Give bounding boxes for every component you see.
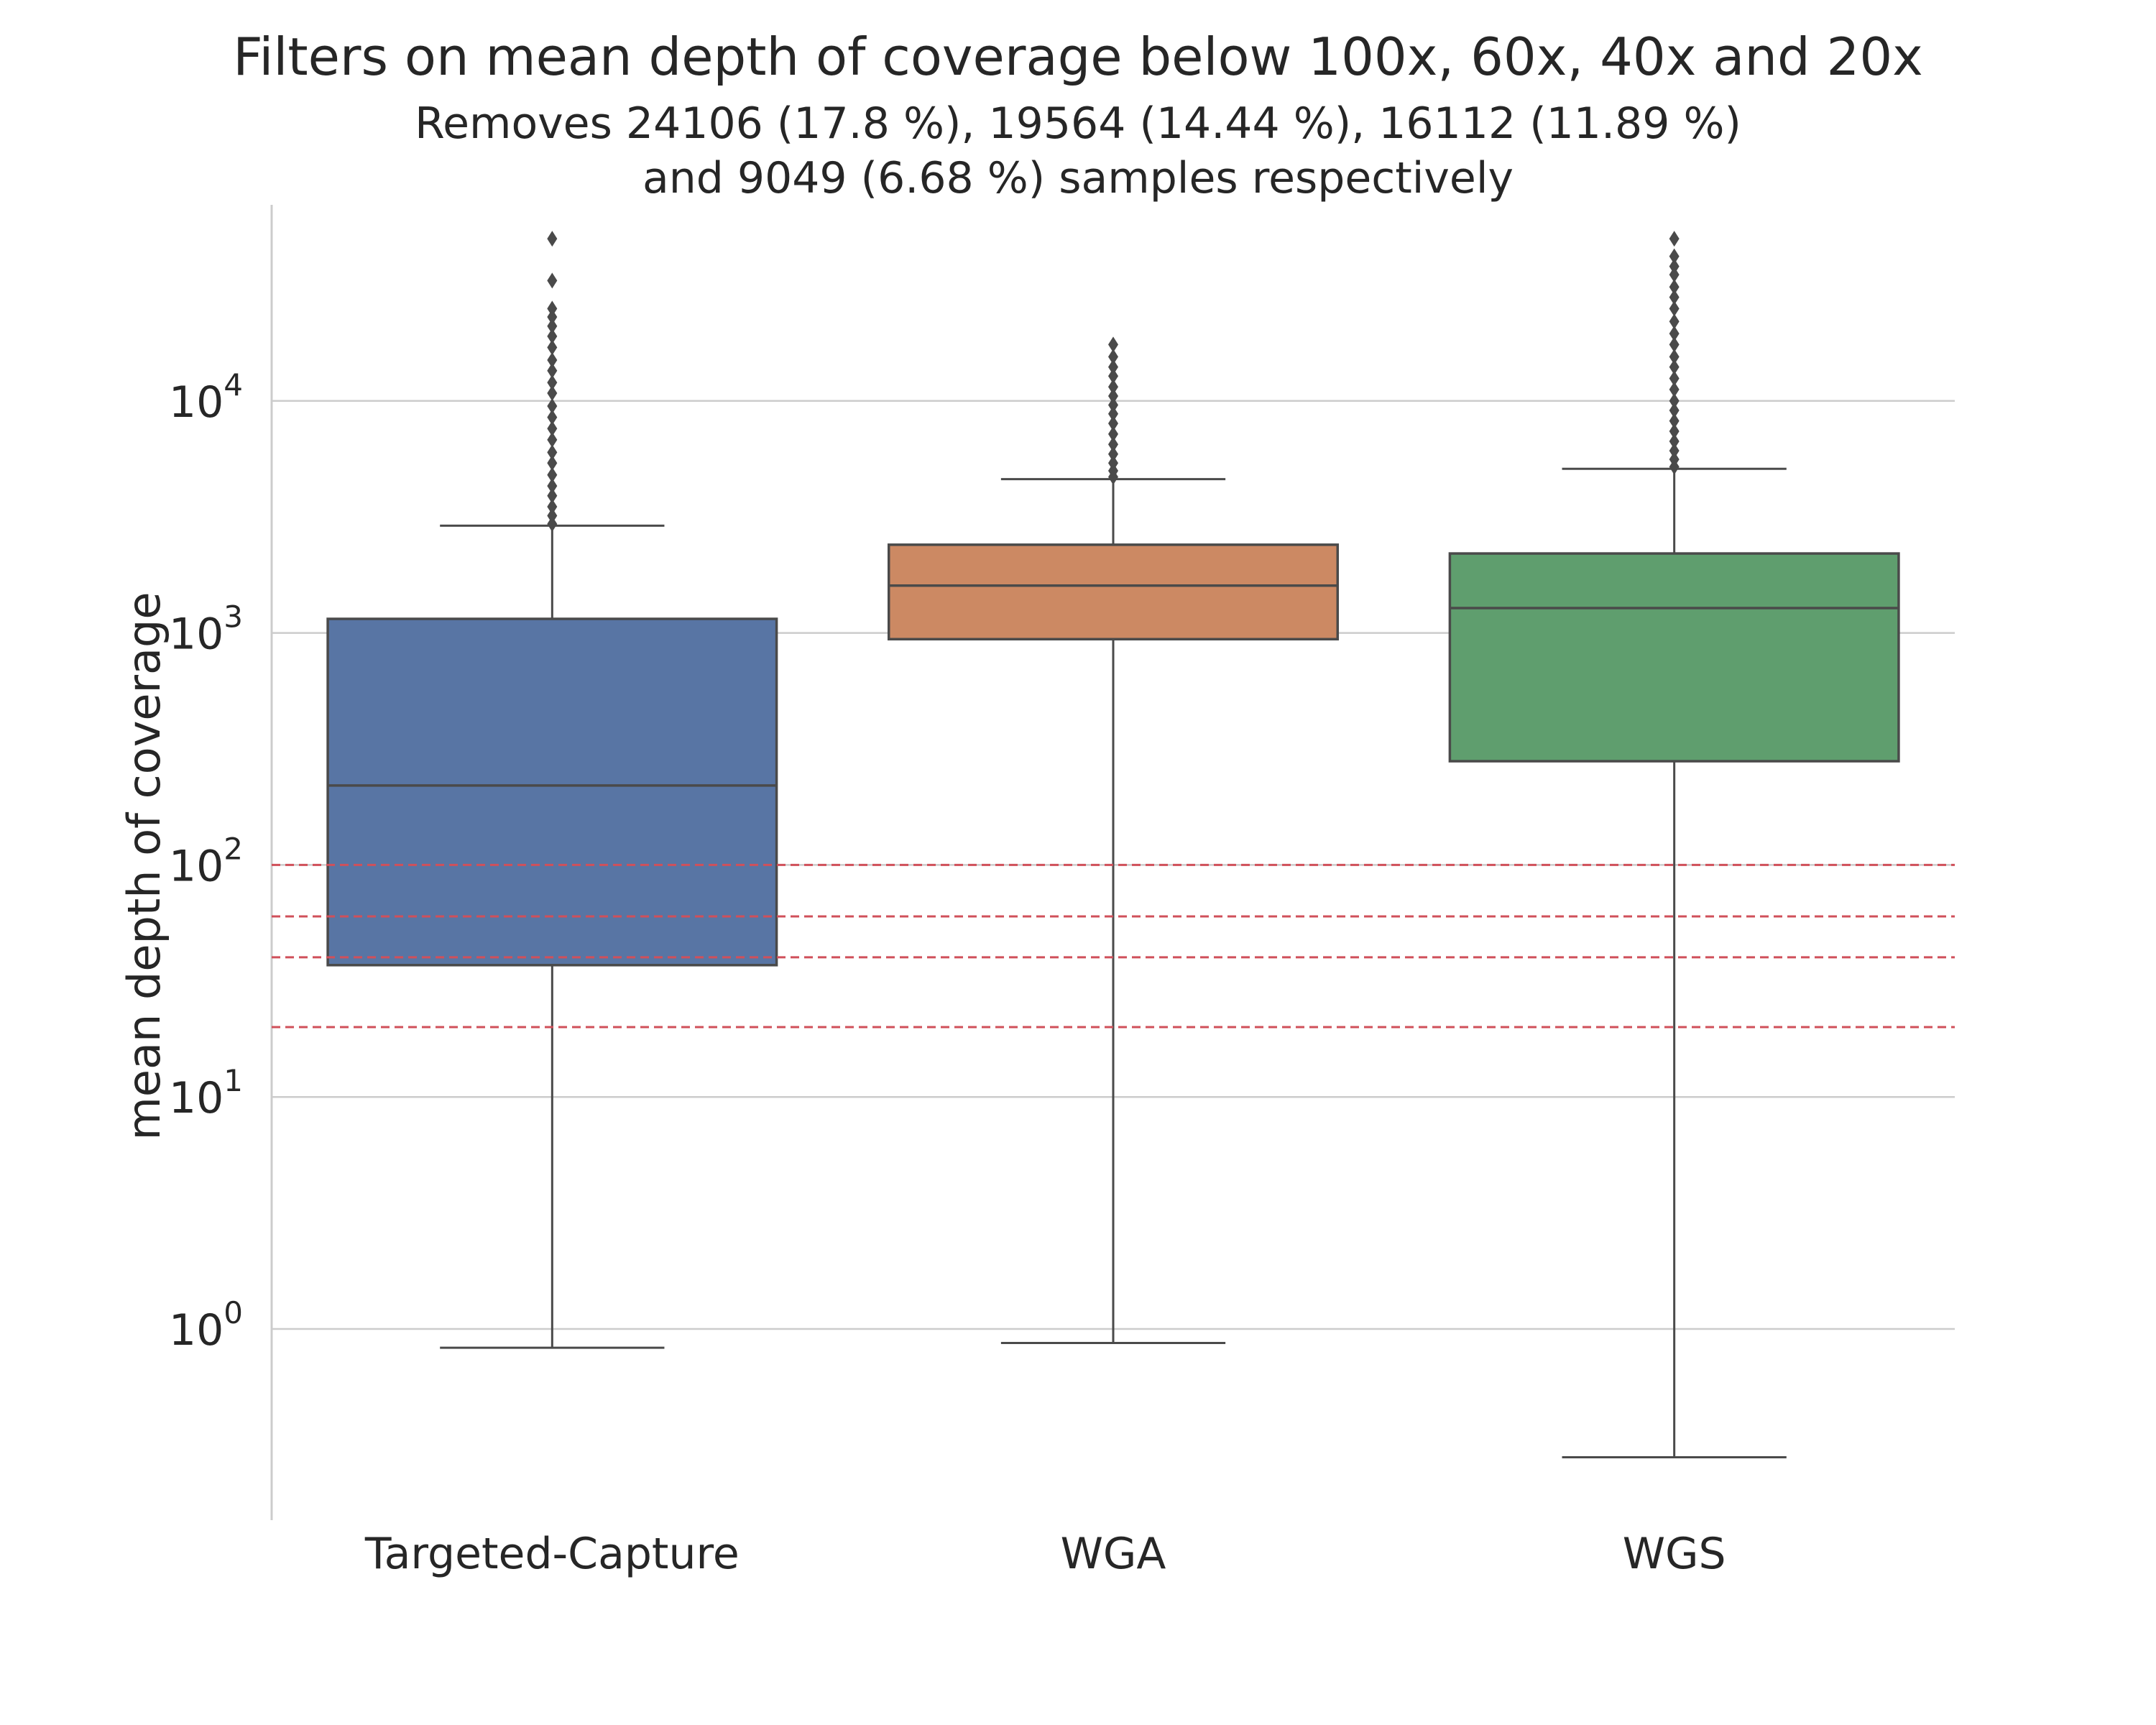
outlier-targeted-capture-20 — [547, 300, 558, 317]
outlier-wgs-20 — [1669, 248, 1680, 264]
outlier-targeted-capture-18 — [547, 318, 558, 334]
outlier-wga-14 — [1108, 336, 1118, 353]
outlier-targeted-capture-21 — [547, 272, 558, 289]
outlier-wgs-13 — [1669, 326, 1680, 342]
y-axis-label: mean depth of coverage — [118, 592, 170, 1140]
outlier-wgs-17 — [1669, 279, 1680, 295]
outlier-targeted-capture-12 — [547, 385, 558, 402]
outlier-wgs-3 — [1669, 433, 1680, 449]
box-wgs — [1448, 552, 1900, 763]
outlier-wga-5 — [1108, 426, 1118, 442]
outlier-targeted-capture-3 — [547, 487, 558, 504]
outlier-targeted-capture-9 — [547, 420, 558, 437]
outlier-targeted-capture-1 — [547, 507, 558, 524]
y-tick-label-4: 104 — [169, 367, 243, 428]
plot-area: 100 101 102 103 104 Targeted-Capture WGA WGS — [169, 205, 1955, 1579]
outlier-wgs-16 — [1669, 289, 1680, 305]
outlier-wgs-9 — [1669, 370, 1680, 387]
outlier-targeted-capture-7 — [547, 444, 558, 461]
chart-subtitle-line-1: Removes 24106 (17.8 %), 19564 (14.44 %),… — [415, 98, 1741, 149]
outlier-targeted-capture-16 — [547, 339, 558, 356]
y-tick-label-0: 100 — [169, 1295, 243, 1356]
outlier-wgs-15 — [1669, 300, 1680, 317]
y-tick-label-2: 102 — [169, 831, 243, 891]
box-targeted-capture — [326, 617, 778, 967]
outlier-wgs-14 — [1669, 313, 1680, 330]
box-wga — [887, 543, 1340, 641]
y-tick-label-1: 101 — [169, 1063, 243, 1123]
outlier-wgs-4 — [1669, 423, 1680, 440]
outlier-targeted-capture-14 — [547, 362, 558, 379]
outlier-wga-4 — [1108, 436, 1118, 453]
outlier-wga-11 — [1108, 368, 1118, 385]
outlier-wgs-1 — [1669, 451, 1680, 468]
outlier-wga-7 — [1108, 405, 1118, 422]
outlier-wgs-5 — [1669, 413, 1680, 429]
outlier-targeted-capture-4 — [547, 478, 558, 494]
outlier-targeted-capture-8 — [547, 431, 558, 448]
outlier-wgs-7 — [1669, 392, 1680, 409]
outlier-wga-2 — [1108, 455, 1118, 472]
outlier-wga-3 — [1108, 446, 1118, 462]
outlier-wgs-21 — [1669, 231, 1680, 247]
outlier-targeted-capture-15 — [547, 351, 558, 368]
x-tick-label-targeted-capture: Targeted-Capture — [364, 1529, 740, 1579]
chart-title: Filters on mean depth of coverage below … — [233, 27, 1923, 87]
outlier-wgs-10 — [1669, 359, 1680, 375]
outlier-wgs-2 — [1669, 443, 1680, 459]
outlier-wga-6 — [1108, 415, 1118, 432]
outlier-targeted-capture-2 — [547, 498, 558, 515]
outlier-wga-9 — [1108, 387, 1118, 404]
outlier-wga-8 — [1108, 397, 1118, 413]
outlier-wgs-12 — [1669, 336, 1680, 353]
outlier-targeted-capture-11 — [547, 397, 558, 414]
outlier-targeted-capture-6 — [547, 455, 558, 472]
outlier-targeted-capture-0 — [547, 515, 558, 532]
outlier-targeted-capture-17 — [547, 328, 558, 344]
outlier-wgs-19 — [1669, 258, 1680, 275]
outlier-wga-13 — [1108, 349, 1118, 365]
outlier-wgs-6 — [1669, 402, 1680, 419]
outlier-targeted-capture-13 — [547, 374, 558, 391]
outlier-targeted-capture-22 — [547, 231, 558, 247]
y-tick-label-3: 103 — [169, 599, 243, 660]
outlier-targeted-capture-10 — [547, 409, 558, 426]
outlier-wgs-8 — [1669, 381, 1680, 397]
chart-subtitle-line-2: and 9049 (6.68 %) samples respectively — [642, 153, 1514, 203]
outlier-wgs-18 — [1669, 267, 1680, 283]
x-tick-label-wga: WGA — [1061, 1529, 1166, 1579]
x-tick-label-wgs: WGS — [1623, 1529, 1726, 1579]
outlier-wga-10 — [1108, 379, 1118, 395]
outlier-wgs-11 — [1669, 349, 1680, 365]
outlier-targeted-capture-19 — [547, 309, 558, 326]
outlier-wga-12 — [1108, 359, 1118, 375]
outlier-targeted-capture-5 — [547, 466, 558, 483]
